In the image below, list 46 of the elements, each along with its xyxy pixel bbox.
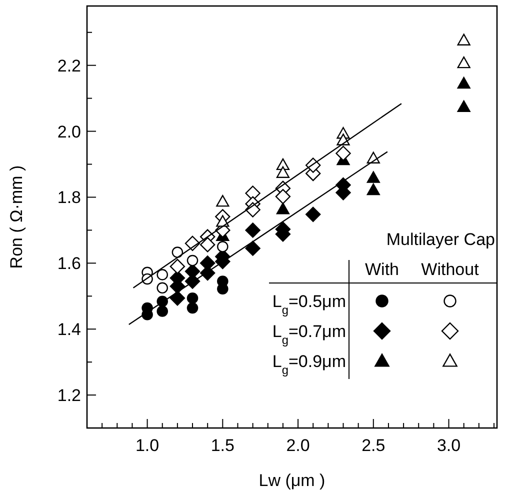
point (245, 240, 260, 256)
legend-title: Multilayer Cap (386, 230, 495, 249)
y-tick-label: 1.8 (57, 188, 81, 208)
x-axis-title: Lw (μm ) (258, 471, 326, 490)
point (275, 188, 291, 204)
x-tick-label: 3.0 (436, 436, 461, 455)
point (186, 302, 198, 314)
point (186, 254, 198, 266)
point (170, 290, 186, 306)
point (276, 202, 290, 214)
y-axis-title: Ron ( Ω·mm ) (7, 165, 26, 269)
point (156, 269, 168, 280)
annotation: With (365, 260, 399, 279)
point (366, 183, 380, 196)
point (366, 171, 380, 183)
point (156, 306, 168, 317)
point (457, 56, 470, 68)
point (245, 222, 260, 238)
point (276, 166, 290, 178)
legend-label: L$_{g}$=0.7μm (272, 322, 346, 347)
point (457, 34, 470, 46)
legend-label: L$_{g}$=0.9μm (272, 352, 346, 377)
point (306, 206, 321, 222)
point (457, 76, 470, 89)
point (217, 241, 228, 252)
legend-label: L$_{g}$=0.5μm (272, 292, 346, 317)
point (172, 246, 184, 258)
y-tick-label: 2.0 (57, 122, 81, 142)
point (217, 276, 228, 287)
y-tick-label: 1.6 (57, 254, 81, 274)
x-tick-label: 1.0 (135, 436, 160, 455)
point (186, 292, 198, 304)
point (216, 215, 230, 227)
point (216, 194, 230, 207)
x-tick-label: 1.5 (210, 436, 234, 455)
y-tick-label: 1.4 (57, 320, 81, 340)
annotation: Without (421, 260, 480, 279)
y-tick-label: 1.2 (57, 386, 81, 406)
point (457, 100, 470, 112)
point (336, 146, 351, 161)
point (200, 237, 216, 252)
x-tick-label: 2.0 (286, 436, 310, 455)
y-tick-label: 2.2 (57, 56, 81, 76)
point (156, 282, 168, 294)
x-tick-label: 2.5 (362, 436, 386, 455)
point (170, 258, 186, 274)
